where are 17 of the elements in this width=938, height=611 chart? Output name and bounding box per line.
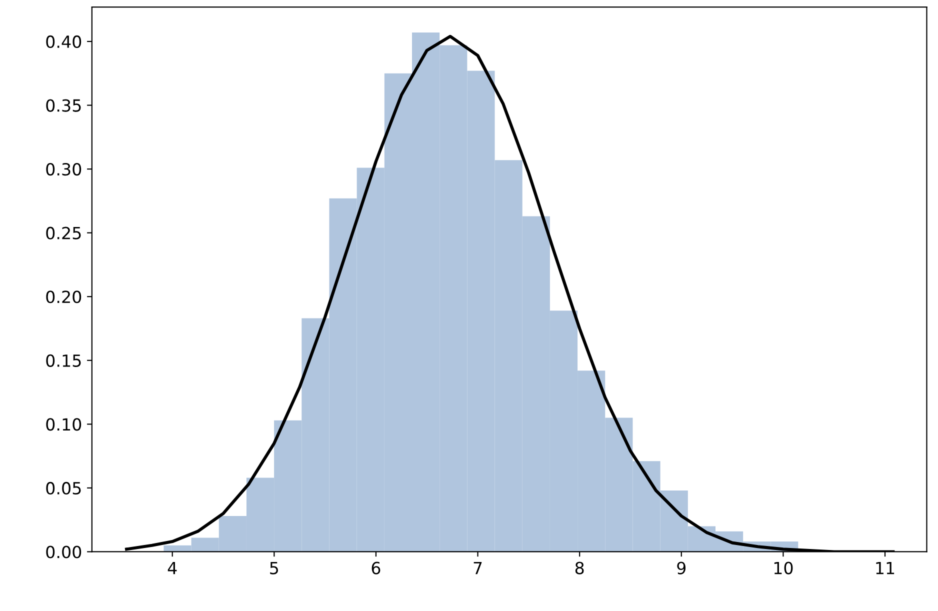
- x-tick-label: 5: [270, 562, 278, 574]
- x-tick-label: 11: [876, 562, 894, 574]
- x-tick-label: 6: [372, 562, 380, 574]
- y-tick-label: 0.10: [46, 418, 82, 431]
- y-tick-label: 0.35: [46, 99, 81, 112]
- x-tick-label: 7: [474, 562, 482, 574]
- y-tick-label: 0.25: [46, 226, 81, 240]
- y-tick-label: 0.15: [46, 354, 81, 367]
- y-tick-label: 0.00: [46, 546, 82, 558]
- x-tick-label: 9: [677, 562, 686, 574]
- y-tick-label: 0.05: [46, 482, 81, 495]
- x-tick-label: 10: [774, 562, 793, 574]
- y-tick-label: 0.40: [46, 35, 82, 48]
- y-tick-label: 0.30: [46, 162, 82, 176]
- x-tick-label: 4: [168, 562, 177, 574]
- x-tick-label: 8: [575, 562, 584, 574]
- y-tick-label: 0.20: [46, 290, 82, 304]
